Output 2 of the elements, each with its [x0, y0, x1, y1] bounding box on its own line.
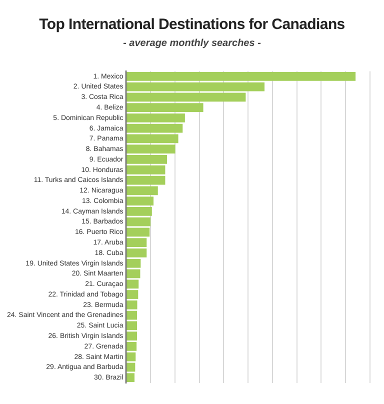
chart-subtitle: - average monthly searches - — [122, 38, 262, 49]
chart-title: Top International Destinations for Canadians — [38, 16, 346, 33]
